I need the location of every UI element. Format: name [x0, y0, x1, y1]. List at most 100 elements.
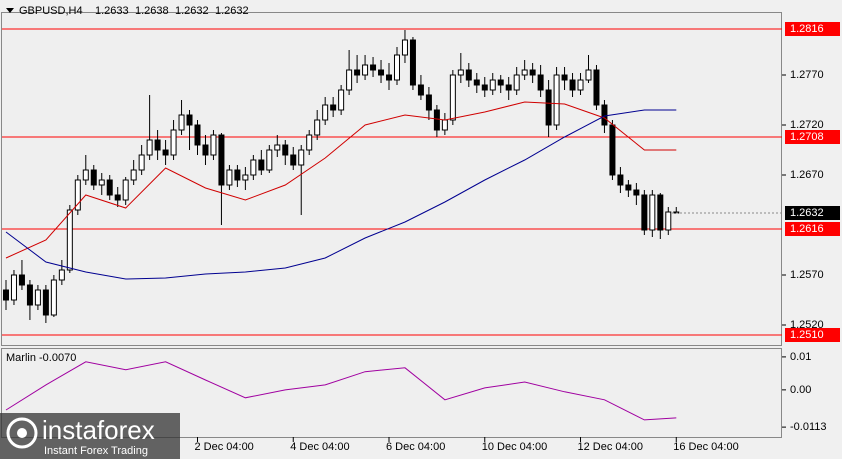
low: 1.2632	[175, 5, 209, 17]
header: GBPUSD,H4 1.2633 1.2638 1.2632 1.2632	[19, 5, 249, 17]
candle-body	[298, 149, 305, 166]
candle-body	[34, 289, 41, 306]
y-tick-label: 0.01	[790, 351, 811, 363]
candle-body	[282, 144, 289, 156]
candle-body	[170, 129, 177, 156]
x-tick-label: 16 Dec 04:00	[673, 441, 738, 453]
candle-body	[409, 39, 416, 86]
close: 1.2632	[215, 5, 249, 17]
candle-body	[26, 284, 33, 306]
candle-body	[114, 194, 121, 201]
candle-body	[138, 154, 145, 171]
collapse-icon[interactable]	[6, 8, 14, 13]
candle-body	[465, 69, 472, 81]
candle-body	[306, 134, 313, 151]
candle-body	[202, 144, 209, 156]
candle-body	[362, 64, 369, 76]
symbol: GBPUSD,H4	[19, 5, 83, 17]
candle-body	[186, 114, 193, 126]
level-label: 1.2510	[790, 329, 824, 341]
line-series	[5, 101, 677, 259]
candle-body	[617, 174, 624, 186]
candle-body	[250, 159, 257, 176]
candle-body	[649, 194, 656, 231]
candle-body	[290, 154, 297, 166]
candle-body	[178, 114, 185, 131]
candle-body	[505, 84, 512, 91]
line-series	[5, 361, 677, 421]
candle-body	[545, 89, 552, 126]
candle-body	[577, 79, 584, 91]
watermark: instaforex Instant Forex Trading	[0, 413, 180, 459]
candle-body	[489, 79, 496, 91]
level-label: 1.2616	[790, 223, 824, 235]
candle-body	[625, 184, 632, 191]
candle-body	[665, 211, 672, 231]
candle-body	[42, 289, 49, 316]
candle-body	[154, 139, 161, 151]
x-tick-label: 6 Dec 04:00	[386, 441, 445, 453]
y-tick-label: 1.2720	[790, 119, 824, 131]
candle-body	[130, 169, 137, 181]
candle-body	[441, 119, 448, 131]
candle-body	[258, 159, 265, 171]
candle-body	[657, 194, 664, 231]
candle-body	[633, 189, 640, 196]
y-tick-label: 1.2770	[790, 69, 824, 81]
plot: 1.2520 1.2570 1.2670 1.2720 1.2770 2 Dec 04:0…	[2, 22, 840, 453]
candle-body	[162, 149, 169, 156]
candle-body	[58, 269, 65, 281]
level-label-bg	[785, 130, 840, 144]
candle-body	[10, 274, 17, 301]
candle-body	[513, 74, 520, 91]
candle-body	[593, 69, 600, 106]
candle-body	[378, 69, 385, 76]
high: 1.2638	[135, 5, 169, 17]
candle-body	[218, 134, 225, 186]
main-panel	[1, 12, 782, 346]
candle-body	[90, 169, 97, 186]
level-label-bg	[785, 328, 840, 342]
candle-body	[330, 104, 337, 111]
candle-body	[537, 74, 544, 91]
candle-body	[242, 174, 249, 181]
candle-body	[322, 104, 329, 121]
candle-body	[338, 89, 345, 111]
y-tick-label: 0.00	[790, 384, 811, 396]
logo	[6, 417, 38, 449]
candle-body	[393, 54, 400, 81]
candle-body	[346, 69, 353, 91]
candle-body	[497, 79, 504, 86]
brand: instaforex	[42, 415, 155, 445]
tagline: Instant Forex Trading	[44, 445, 148, 457]
price-label-bg	[785, 206, 840, 220]
y-tick-label: 1.2570	[790, 269, 824, 281]
candle-body	[210, 134, 217, 156]
candle-body	[481, 84, 488, 91]
line-series	[5, 109, 677, 280]
y-tick-label: 1.2520	[790, 319, 824, 331]
candle-body	[18, 274, 25, 286]
candle-body	[521, 69, 528, 76]
y-tick-label: 1.2670	[790, 169, 824, 181]
indicator-title: Marlin -0.0070	[6, 352, 76, 364]
level-label-bg	[785, 22, 840, 36]
candle-body	[66, 209, 73, 271]
candle-body	[266, 149, 273, 171]
level-label: 1.2816	[790, 23, 824, 35]
candle-body	[601, 104, 608, 126]
candle-body	[529, 69, 536, 76]
candle-body	[274, 144, 281, 151]
candle-body	[386, 74, 393, 81]
candle-body	[314, 119, 321, 136]
candle-body	[50, 279, 57, 316]
candle-body	[106, 179, 113, 196]
open: 1.2633	[95, 5, 129, 17]
candle-body	[74, 179, 81, 211]
candle-body	[457, 69, 464, 76]
candle-body	[561, 74, 568, 81]
x-tick-label: 4 Dec 04:00	[290, 441, 349, 453]
candle-body	[370, 64, 377, 71]
candle-body	[234, 169, 241, 181]
